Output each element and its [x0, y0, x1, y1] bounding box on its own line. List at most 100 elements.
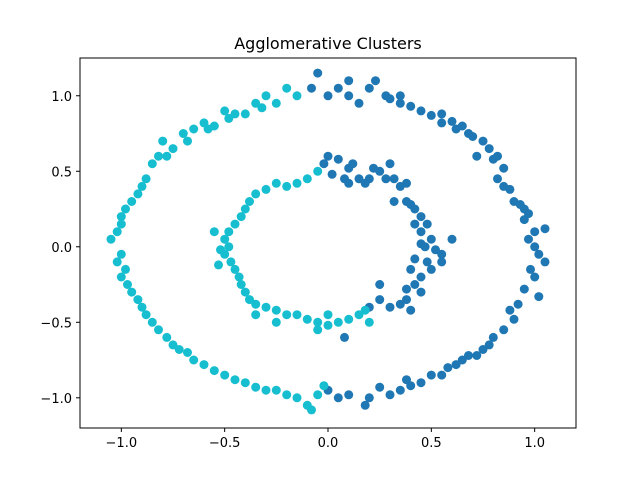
data-point-cluster-0	[426, 234, 436, 244]
data-point-cluster-1	[137, 302, 147, 312]
data-point-cluster-1	[230, 219, 240, 229]
data-point-cluster-1	[292, 178, 302, 188]
data-point-cluster-0	[381, 174, 391, 184]
data-point-cluster-1	[123, 280, 132, 289]
data-point-cluster-1	[271, 317, 281, 327]
data-point-cluster-0	[333, 393, 343, 403]
data-point-cluster-1	[271, 98, 281, 108]
x-tick-label: −0.5	[209, 436, 241, 451]
data-point-cluster-0	[323, 151, 333, 161]
x-axis: −1.0 −0.5 0.0 0.5 1.0	[106, 428, 545, 451]
data-point-cluster-0	[437, 257, 447, 267]
data-point-cluster-1	[313, 317, 323, 327]
data-point-cluster-0	[375, 280, 385, 289]
data-point-cluster-0	[530, 227, 540, 237]
data-point-cluster-0	[354, 98, 364, 108]
data-point-cluster-1	[257, 103, 267, 113]
data-point-cluster-1	[158, 136, 168, 146]
data-point-cluster-1	[261, 91, 271, 101]
data-point-cluster-1	[323, 320, 333, 330]
data-point-cluster-1	[116, 212, 126, 222]
data-point-cluster-0	[540, 224, 550, 234]
data-point-cluster-1	[154, 325, 163, 335]
data-point-cluster-0	[524, 234, 533, 244]
data-point-cluster-0	[406, 264, 416, 274]
x-tick-label: 1.0	[524, 436, 545, 451]
data-point-cluster-0	[410, 254, 420, 264]
data-point-cluster-0	[333, 83, 343, 93]
data-point-cluster-1	[282, 390, 292, 400]
data-point-cluster-1	[307, 405, 316, 415]
data-point-cluster-0	[472, 151, 482, 161]
data-point-cluster-0	[313, 68, 323, 78]
data-point-cluster-1	[292, 91, 302, 101]
data-point-cluster-1	[174, 345, 184, 354]
data-point-cluster-0	[395, 385, 405, 395]
data-point-cluster-1	[271, 178, 281, 188]
data-point-cluster-1	[168, 340, 178, 350]
data-point-cluster-1	[147, 159, 157, 169]
data-point-cluster-1	[240, 287, 250, 297]
data-point-cluster-1	[251, 382, 261, 392]
y-tick-label: 0.0	[51, 241, 72, 256]
y-tick-label: −0.5	[40, 316, 72, 331]
data-point-cluster-1	[261, 184, 271, 194]
x-tick-label: 0.5	[421, 436, 442, 451]
data-point-cluster-0	[344, 390, 354, 400]
data-point-cluster-0	[451, 360, 461, 370]
data-point-cluster-0	[505, 184, 515, 194]
data-point-cluster-1	[240, 204, 250, 214]
data-point-cluster-0	[389, 197, 399, 206]
data-point-cluster-1	[302, 174, 312, 184]
data-point-cluster-0	[420, 242, 430, 252]
data-point-cluster-0	[426, 370, 436, 380]
data-point-cluster-0	[348, 159, 358, 169]
data-point-cluster-1	[313, 166, 323, 176]
data-point-cluster-0	[385, 390, 395, 400]
data-point-cluster-0	[416, 272, 426, 282]
data-point-cluster-0	[464, 351, 473, 360]
data-point-cluster-0	[375, 295, 385, 305]
data-point-cluster-1	[216, 245, 225, 255]
data-point-cluster-1	[183, 348, 192, 357]
x-tick-label: −1.0	[106, 436, 138, 451]
data-point-cluster-0	[493, 174, 502, 184]
data-point-cluster-0	[360, 400, 370, 410]
data-point-cluster-1	[224, 113, 234, 123]
data-point-cluster-0	[406, 305, 416, 315]
data-point-cluster-1	[178, 129, 188, 138]
chart-title: Agglomerative Clusters	[234, 34, 422, 53]
data-point-cluster-0	[493, 151, 502, 161]
data-point-cluster-0	[395, 98, 405, 108]
data-point-cluster-0	[416, 227, 426, 237]
data-point-cluster-1	[189, 124, 199, 134]
y-tick-label: 1.0	[51, 90, 72, 105]
data-point-cluster-0	[422, 219, 432, 229]
data-point-cluster-0	[437, 249, 447, 259]
data-point-cluster-1	[106, 234, 116, 244]
plot-frame	[79, 57, 577, 429]
data-point-cluster-1	[271, 385, 281, 395]
data-point-cluster-1	[251, 98, 261, 108]
data-point-cluster-0	[499, 163, 509, 173]
data-point-cluster-1	[112, 227, 122, 237]
data-point-cluster-1	[313, 390, 323, 400]
data-point-cluster-1	[199, 118, 209, 128]
data-point-cluster-1	[189, 355, 199, 365]
data-point-cluster-0	[354, 174, 364, 184]
data-point-cluster-0	[437, 118, 447, 128]
data-point-cluster-0	[534, 249, 544, 259]
data-point-cluster-0	[530, 272, 540, 282]
data-point-cluster-0	[447, 234, 457, 244]
data-point-cluster-0	[327, 169, 337, 179]
data-point-cluster-0	[385, 159, 395, 169]
data-point-cluster-0	[406, 101, 416, 111]
data-point-cluster-1	[154, 151, 163, 161]
data-point-cluster-1	[127, 287, 137, 297]
data-point-cluster-0	[437, 370, 447, 380]
data-point-cluster-1	[224, 242, 234, 252]
data-point-cluster-0	[457, 121, 467, 131]
data-point-cluster-0	[364, 393, 374, 403]
data-point-cluster-1	[360, 305, 370, 315]
data-point-cluster-0	[422, 257, 432, 267]
